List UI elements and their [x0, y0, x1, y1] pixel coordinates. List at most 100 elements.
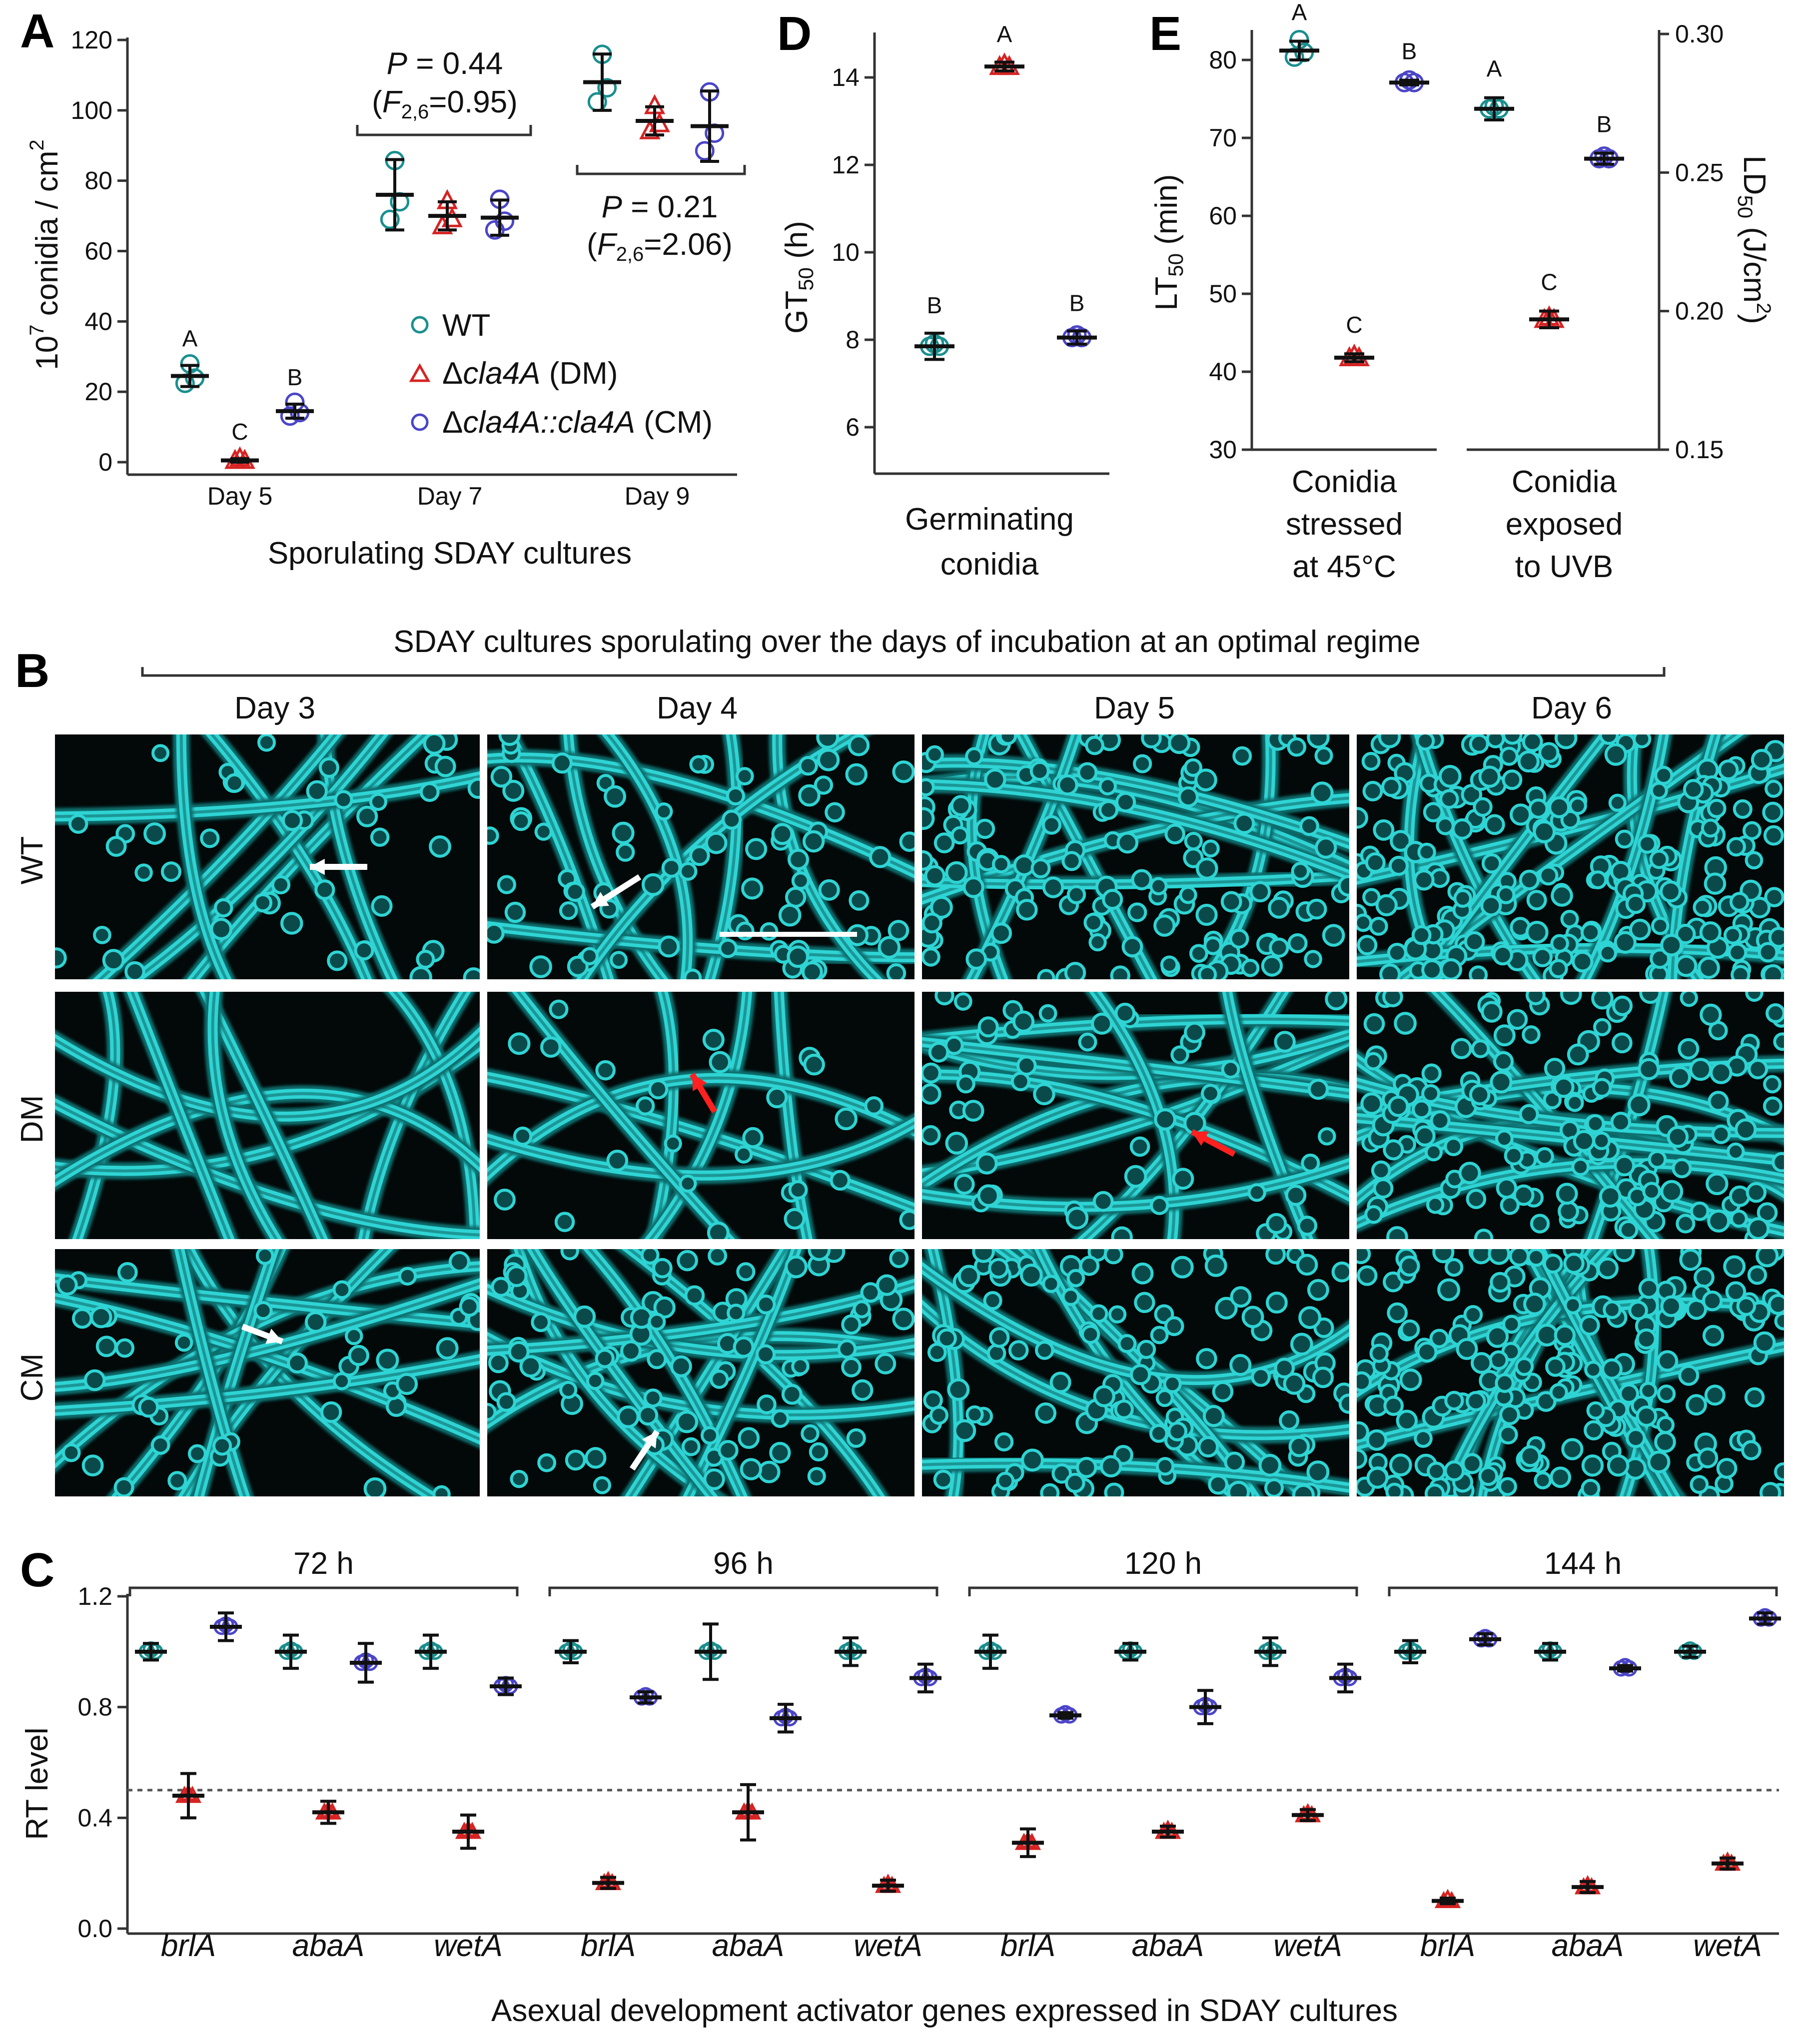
panel-c-cm-abaA-144h [1609, 1658, 1641, 1677]
conidium [1498, 1477, 1517, 1496]
panel-c-y-label: RT level [20, 1727, 54, 1840]
conidium [1141, 734, 1162, 748]
conidium [1490, 1272, 1511, 1293]
conidium [83, 1369, 106, 1391]
conidium [1657, 1384, 1676, 1403]
panel-c-gene-label: wetA [1693, 1929, 1762, 1963]
conidium [1424, 1143, 1443, 1162]
conidium [1768, 1294, 1784, 1315]
conidium [354, 940, 374, 961]
conidium [1066, 885, 1086, 904]
conidium [1711, 1124, 1731, 1144]
panel-a-cm-day9 [691, 82, 729, 163]
conidium [817, 748, 840, 771]
conidium [1177, 786, 1199, 808]
conidium [1124, 1165, 1147, 1188]
conidium [726, 786, 745, 806]
arrow-dm-day5-head [1192, 1131, 1209, 1146]
conidium [1526, 890, 1547, 911]
conidium [1103, 1249, 1123, 1265]
conidium [1493, 1024, 1516, 1047]
conidium [580, 947, 599, 965]
tile-content [487, 992, 914, 1239]
panel-d-y-ticks: 6 8 10 12 14 [832, 63, 875, 441]
conidium [1704, 1384, 1726, 1406]
conidium [1232, 746, 1252, 766]
conidium [1651, 916, 1670, 935]
conidium [253, 1301, 273, 1321]
conidium [1385, 1482, 1404, 1496]
conidium [1077, 762, 1098, 783]
conidium [494, 1189, 516, 1211]
conidium [878, 936, 901, 959]
conidium [1331, 1261, 1349, 1283]
panel-e-ytick-left-label: 70 [1209, 124, 1237, 152]
panel-e-g1-cm-letter: B [1402, 38, 1417, 64]
conidium [785, 1255, 808, 1279]
legend-dm-label: Δcla4A (DM) [442, 356, 618, 391]
conidium [1762, 801, 1784, 823]
conidium [1607, 1454, 1630, 1477]
conidium [255, 1249, 274, 1265]
conidium [1421, 959, 1443, 979]
panel-a-stat2-f: (F2,6=2.06) [587, 227, 733, 265]
conidium [933, 832, 955, 853]
conidium [1057, 774, 1078, 796]
conidium [1388, 855, 1409, 876]
conidium [1579, 1315, 1600, 1336]
conidium [1553, 1076, 1575, 1098]
conidium [1639, 992, 1662, 1004]
panel-e-y-ticks: 30 40 50 60 70 80 0.15 0.20 0.25 0.30 [1209, 20, 1724, 464]
conidium [962, 876, 984, 898]
conidium [143, 822, 166, 845]
conidium [735, 1145, 753, 1164]
conidium [1669, 1066, 1692, 1088]
conidium [1654, 765, 1674, 785]
conidium [1548, 796, 1571, 818]
conidium [463, 967, 480, 979]
conidium [756, 1295, 776, 1315]
conidium [791, 871, 810, 890]
conidium [534, 822, 553, 841]
conidium [1111, 1226, 1133, 1239]
conidium [1258, 1453, 1282, 1477]
conidium [318, 757, 339, 778]
conidium [1361, 751, 1381, 771]
conidium [1660, 1295, 1682, 1318]
conidium [1486, 1325, 1509, 1348]
panel-c-ytick-label: 0.8 [77, 1693, 112, 1721]
panel-a-x-tick-day9: Day 9 [625, 482, 690, 510]
conidium [1745, 992, 1764, 1002]
conidium [888, 920, 909, 941]
conidium [1296, 1254, 1318, 1276]
conidium [1466, 1189, 1487, 1209]
conidium [1279, 1410, 1299, 1431]
conidium [1201, 1084, 1220, 1103]
conidium [1591, 992, 1614, 1010]
conidium [610, 951, 628, 969]
conidium [1637, 834, 1658, 854]
panel-c-cm-wetA-96h [909, 1662, 941, 1694]
conidium [1629, 918, 1651, 941]
hypha-core [177, 1249, 246, 1496]
conidium [1522, 734, 1543, 752]
panel-e-g2-cm [1584, 146, 1624, 169]
conidium [1229, 928, 1249, 949]
conidium [994, 1432, 1014, 1452]
panel-d-ytick-label: 12 [832, 151, 860, 179]
panel-e-group2-line1: Conidia [1512, 465, 1617, 499]
hypha-core [55, 1092, 480, 1183]
panel-c-gene-label: abaA [292, 1929, 365, 1963]
conidium [502, 779, 525, 802]
conidium [1215, 1297, 1238, 1320]
conidium [1757, 1202, 1778, 1223]
conidium [559, 1380, 578, 1399]
panel-letter-e: E [1149, 7, 1181, 60]
conidium [1233, 812, 1255, 834]
conidium [1549, 1383, 1568, 1402]
conidium [81, 1454, 104, 1477]
panel-c-ytick-label: 0.4 [77, 1804, 112, 1832]
conidium [281, 810, 303, 831]
conidium [1484, 814, 1505, 835]
conidium [1088, 933, 1107, 952]
